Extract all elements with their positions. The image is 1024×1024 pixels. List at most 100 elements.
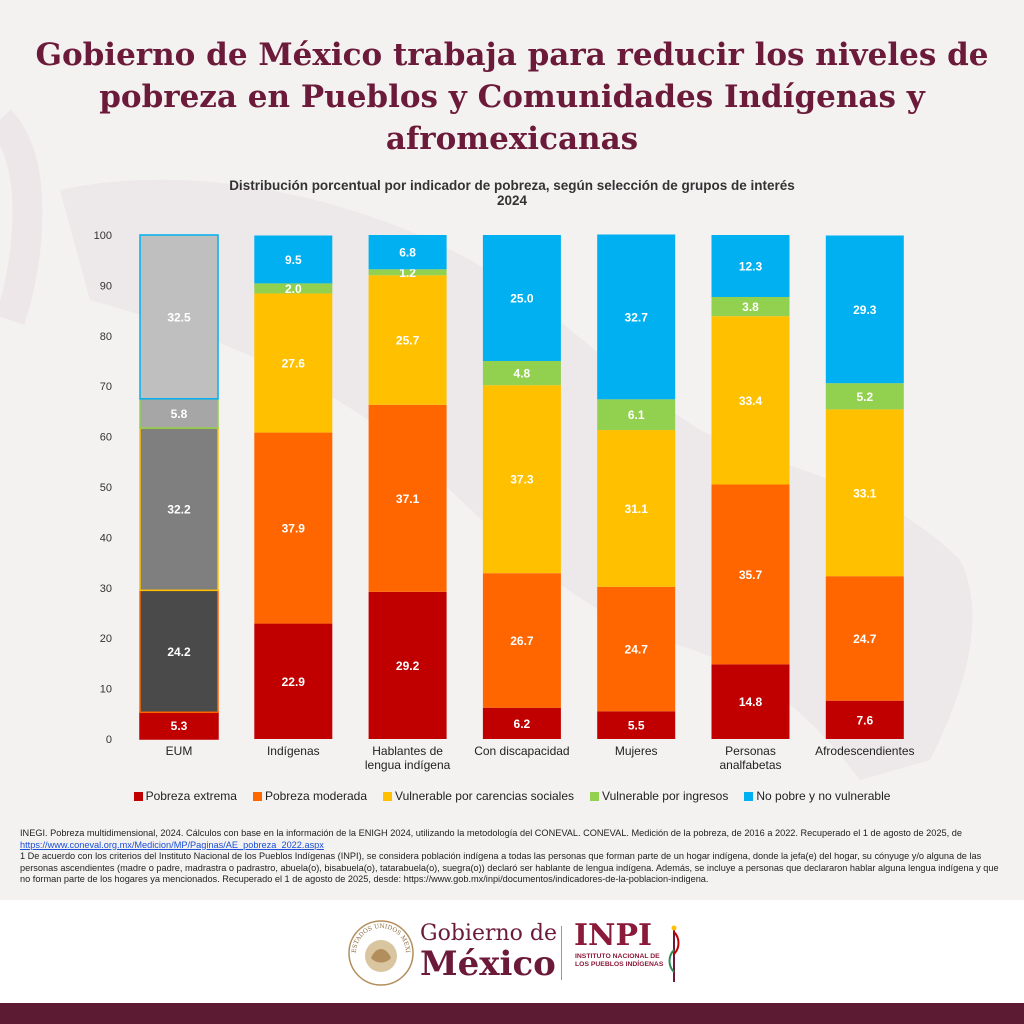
bar-segment: [139, 427, 219, 592]
legend-swatch: [133, 791, 143, 801]
data-label: 4.8: [514, 367, 531, 381]
bar-segment: [597, 399, 676, 431]
data-label: 33.1: [853, 486, 877, 500]
bar-segment: [482, 573, 561, 708]
legend-label: Pobreza moderada: [264, 789, 368, 803]
data-label: 22.9: [282, 675, 306, 689]
chart-title-text: Distribución porcentual por indicador de…: [229, 178, 795, 193]
y-tick-label: 80: [100, 331, 112, 343]
national-seal-icon: ESTADOS UNIDOS MEXICANOS: [346, 918, 414, 986]
bar-segment: [368, 235, 447, 270]
feather-icon: [668, 925, 680, 982]
data-label: 25.0: [510, 292, 534, 306]
footnote-indigenous-definition: 1 De acuerdo con los criterios del Insti…: [20, 851, 999, 885]
y-tick-label: 20: [100, 633, 112, 645]
x-category-label: Personas analfabetas: [719, 744, 781, 772]
data-label: 37.3: [510, 473, 534, 487]
data-label: 5.8: [171, 407, 188, 421]
coneval-link[interactable]: https://www.coneval.org.mx/Medicion/MP/P…: [20, 839, 324, 850]
y-tick-label: 100: [94, 230, 112, 242]
data-label: 5.2: [856, 390, 873, 404]
gobierno-mexico-logo: Gobierno de México: [420, 922, 557, 984]
x-category-label: Mujeres: [615, 744, 658, 758]
bar-segment: [711, 664, 790, 739]
inpi-subtitle: INSTITUTO NACIONAL DE LOS PUEBLOS INDÍGE…: [575, 953, 664, 968]
inpi-logo: INPI: [574, 918, 653, 953]
data-label: 26.7: [510, 634, 534, 648]
bar-segment: [482, 385, 561, 574]
bar-segment: [711, 296, 790, 317]
y-tick-label: 50: [100, 482, 112, 494]
gob-logo-line2: México: [420, 944, 556, 984]
data-label: 29.3: [853, 303, 877, 317]
chart-legend: Pobreza extrema Pobreza moderada Vulnerabl…: [0, 789, 1024, 803]
stacked-bar-chart: 0 10 20 30 40 50 60 70 80 90 100 5.3 24.2 32.2 5.8 32.5…: [94, 230, 915, 772]
data-label: 24.2: [167, 645, 191, 659]
legend-label: No pobre y no vulnerable: [756, 789, 891, 803]
data-label: 6.2: [514, 717, 531, 731]
bar-segment: [368, 404, 447, 592]
data-label: 32.7: [625, 310, 649, 324]
legend-item: Vulnerable por carencias sociales: [383, 789, 574, 803]
x-category-label: EUM: [166, 744, 193, 758]
data-label: 32.2: [167, 503, 191, 517]
bar-segment: [254, 293, 333, 433]
bar-segment: [597, 711, 676, 739]
bar-segment: [139, 234, 219, 400]
footnote-source-text: INEGI. Pobreza multidimensional, 2024. C…: [20, 828, 962, 838]
data-label: 1.2: [399, 266, 416, 280]
data-label: 24.7: [625, 643, 649, 657]
bar-segment: [254, 623, 333, 739]
logo-divider: [561, 926, 562, 980]
data-label: 32.5: [167, 310, 191, 324]
legend-swatch: [590, 791, 600, 801]
bar-segment: [825, 700, 904, 739]
legend-swatch: [744, 791, 754, 801]
legend-item: Pobreza moderada: [252, 789, 368, 803]
bar-segment: [825, 409, 904, 577]
legend-item: Pobreza extrema: [133, 789, 237, 803]
bar-segment: [711, 484, 790, 665]
data-label: 6.8: [399, 246, 416, 260]
y-tick-label: 10: [100, 684, 112, 696]
data-label: 27.6: [282, 357, 306, 371]
legend-label: Pobreza extrema: [145, 789, 237, 803]
bar-segment: [711, 235, 790, 297]
y-tick-label: 0: [106, 734, 112, 746]
legend-label: Vulnerable por ingresos: [602, 789, 729, 803]
y-tick-label: 40: [100, 532, 112, 544]
data-label: 35.7: [739, 568, 763, 582]
x-category-label: Afrodescendientes: [815, 744, 914, 758]
data-label: 5.3: [171, 719, 188, 733]
y-tick-label: 70: [100, 381, 112, 393]
bar-segment: [368, 591, 447, 739]
bar-segment: [597, 586, 676, 712]
footnote-source: INEGI. Pobreza multidimensional, 2024. C…: [20, 828, 1010, 851]
data-label: 9.5: [285, 253, 302, 267]
data-label: 25.7: [396, 334, 420, 348]
bar-segment: [254, 432, 333, 624]
data-label: 2.0: [285, 282, 302, 296]
data-label: 24.7: [853, 632, 877, 646]
y-tick-label: 60: [100, 432, 112, 444]
bar-segment: [825, 383, 904, 410]
data-label: 5.5: [628, 719, 645, 733]
data-label: 31.1: [625, 502, 649, 516]
bar-segment: [482, 361, 561, 386]
bar-segment: [368, 269, 447, 276]
data-label: 7.6: [856, 713, 873, 727]
y-tick-label: 90: [100, 280, 112, 292]
bottom-bar: [0, 1003, 1024, 1024]
page-title: Gobierno de México trabaja para reducir …: [35, 37, 989, 157]
bar-segment: [711, 316, 790, 485]
bar-segment: [254, 235, 333, 284]
data-label: 14.8: [739, 695, 763, 709]
data-label: 3.8: [742, 300, 759, 314]
x-category-label: Con discapacidad: [474, 744, 569, 758]
x-category-label: Indígenas: [267, 744, 320, 758]
legend-swatch: [383, 791, 393, 801]
bar-segment: [825, 576, 904, 701]
data-label: 37.1: [396, 492, 420, 506]
x-category-label: Hablantes de lengua indígena: [365, 744, 451, 772]
data-label: 6.1: [628, 408, 645, 422]
